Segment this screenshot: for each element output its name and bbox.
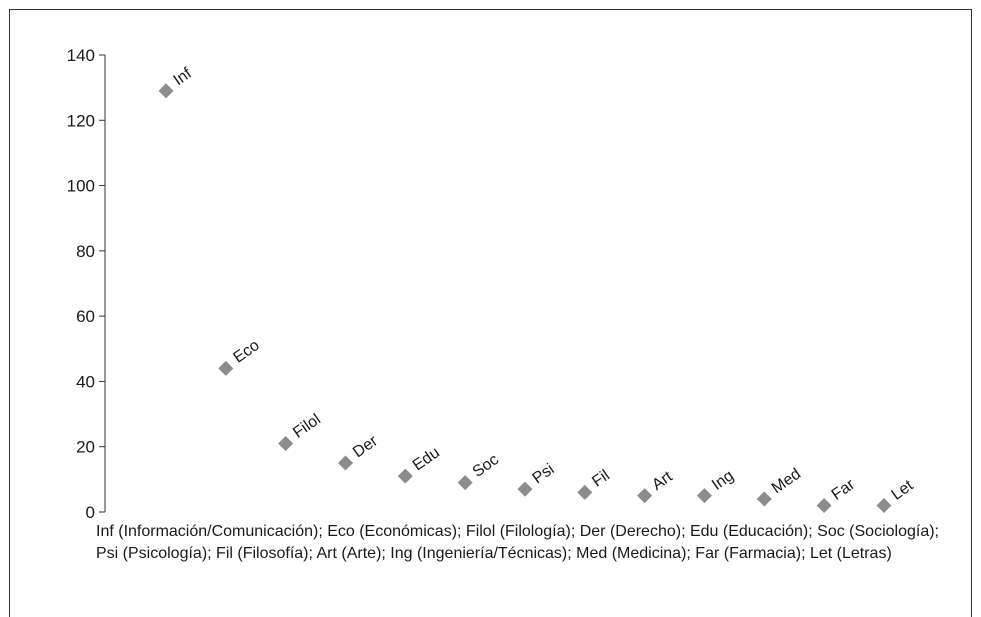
data-point-psi bbox=[517, 481, 533, 497]
y-tick-label: 120 bbox=[67, 111, 95, 130]
data-point-art bbox=[637, 488, 653, 504]
data-label-art: Art bbox=[649, 468, 676, 494]
data-point-inf bbox=[158, 83, 174, 99]
y-tick-label: 40 bbox=[76, 372, 95, 391]
data-label-ing: Ing bbox=[709, 467, 737, 494]
data-label-eco: Eco bbox=[230, 337, 262, 367]
y-axis: 0 20 40 60 80 100 120 140 bbox=[67, 46, 106, 522]
data-label-psi: Psi bbox=[530, 461, 558, 488]
data-points: Inf Eco Filol Der Edu Soc Psi Fil Art Ing Med Far Le… bbox=[158, 65, 917, 513]
data-point-ing bbox=[696, 488, 712, 504]
data-label-fil: Fil bbox=[589, 467, 613, 491]
data-label-far: Far bbox=[829, 476, 859, 504]
y-tick-label: 100 bbox=[67, 177, 95, 196]
data-point-der bbox=[337, 455, 353, 471]
data-point-eco bbox=[218, 360, 234, 376]
data-point-fil bbox=[577, 484, 593, 500]
y-tick-label: 60 bbox=[76, 307, 95, 326]
data-point-med bbox=[756, 491, 772, 507]
data-point-soc bbox=[457, 475, 473, 491]
category-legend: Inf (Información/Comunicación); Eco (Eco… bbox=[96, 523, 939, 562]
y-tick-label: 80 bbox=[76, 242, 95, 261]
data-label-soc: Soc bbox=[470, 451, 502, 481]
data-label-med: Med bbox=[769, 465, 804, 497]
data-point-filol bbox=[278, 435, 294, 451]
y-tick-label: 0 bbox=[86, 503, 95, 522]
frame-border bbox=[9, 9, 972, 617]
data-point-let bbox=[876, 497, 892, 513]
y-tick-label: 140 bbox=[67, 46, 95, 65]
data-label-filol: Filol bbox=[290, 411, 324, 442]
data-point-far bbox=[816, 497, 832, 513]
data-point-edu bbox=[397, 468, 413, 484]
y-tick-label: 20 bbox=[76, 438, 95, 457]
data-label-edu: Edu bbox=[410, 444, 443, 474]
data-label-inf: Inf bbox=[171, 65, 196, 89]
data-label-der: Der bbox=[350, 432, 381, 461]
data-label-let: Let bbox=[889, 477, 917, 504]
